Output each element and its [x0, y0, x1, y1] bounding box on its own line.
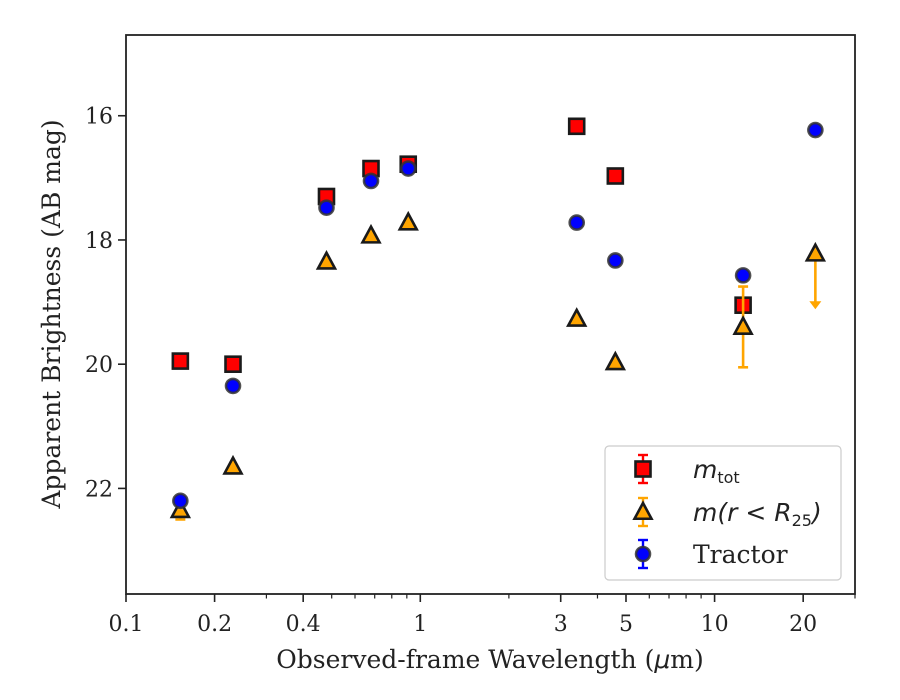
legend-label-tractor: Tractor: [693, 540, 788, 569]
data-point-tractor: [607, 252, 624, 269]
legend: mtot m(r < R25) Tractor: [604, 445, 842, 581]
legend-label-mr25: m(r < R25): [693, 498, 822, 530]
y-tick-label: 16: [85, 105, 113, 130]
x-tick-label: 0.1: [109, 612, 144, 637]
legend-frame: [604, 445, 842, 581]
ticks-layer: 0.1 0.2 0.4 1 3 5 10 20 16 18 20 22: [85, 105, 856, 637]
data-point-mr25: [604, 350, 627, 371]
legend-markers: [632, 453, 654, 570]
legend-marker-mr25: [632, 500, 654, 521]
data-point-mr25: [315, 249, 338, 270]
data-point-tractor: [362, 172, 380, 190]
x-tick-label: 10: [701, 612, 729, 637]
data-point-mr25: [732, 315, 754, 335]
x-tick-label: 0.2: [197, 612, 232, 637]
x-tick-label: 3: [554, 612, 568, 637]
data-point-mtot: [606, 167, 625, 185]
data-point-mr25: [804, 241, 827, 262]
data-point-tractor: [734, 267, 752, 284]
data-point-mr25: [360, 223, 382, 244]
x-axis-title-mu: μ: [653, 645, 670, 674]
data-point-tractor: [318, 199, 335, 216]
points-layer: [169, 117, 827, 521]
data-point-mtot: [567, 117, 586, 136]
data-point-tractor: [807, 121, 824, 139]
data-point-mr25: [397, 210, 419, 231]
y-tick-label: 20: [85, 353, 113, 378]
legend-marker-tractor: [634, 545, 652, 563]
legend-marker-mtot: [634, 460, 652, 478]
legend-label-mtot: mtot: [693, 455, 740, 487]
data-point-mtot: [224, 355, 242, 373]
x-tick-label: 5: [619, 612, 633, 637]
data-point-mr25: [566, 307, 588, 327]
series-tractor: [172, 121, 824, 510]
data-point-tractor: [399, 160, 417, 177]
x-axis-title-text: Observed-frame Wavelength (: [276, 645, 654, 674]
x-tick-label: 1: [413, 612, 427, 637]
data-point-tractor: [224, 377, 242, 395]
plot-frame: [125, 34, 856, 595]
upper-limit-arrow-head: [809, 301, 822, 310]
y-tick-label: 18: [85, 229, 113, 254]
x-tick-label: 20: [789, 612, 817, 637]
x-axis-title-rest: m): [670, 645, 703, 674]
x-axis-title: Observed-frame Wavelength (μm): [276, 645, 703, 674]
data-point-tractor: [172, 492, 189, 510]
y-axis-title: Apparent Brightness (AB mag): [37, 119, 66, 509]
data-point-mtot: [171, 352, 190, 370]
x-tick-label: 0.4: [286, 612, 321, 637]
data-point-tractor: [568, 214, 586, 231]
data-point-mr25: [222, 454, 244, 475]
y-tick-label: 22: [85, 477, 113, 502]
